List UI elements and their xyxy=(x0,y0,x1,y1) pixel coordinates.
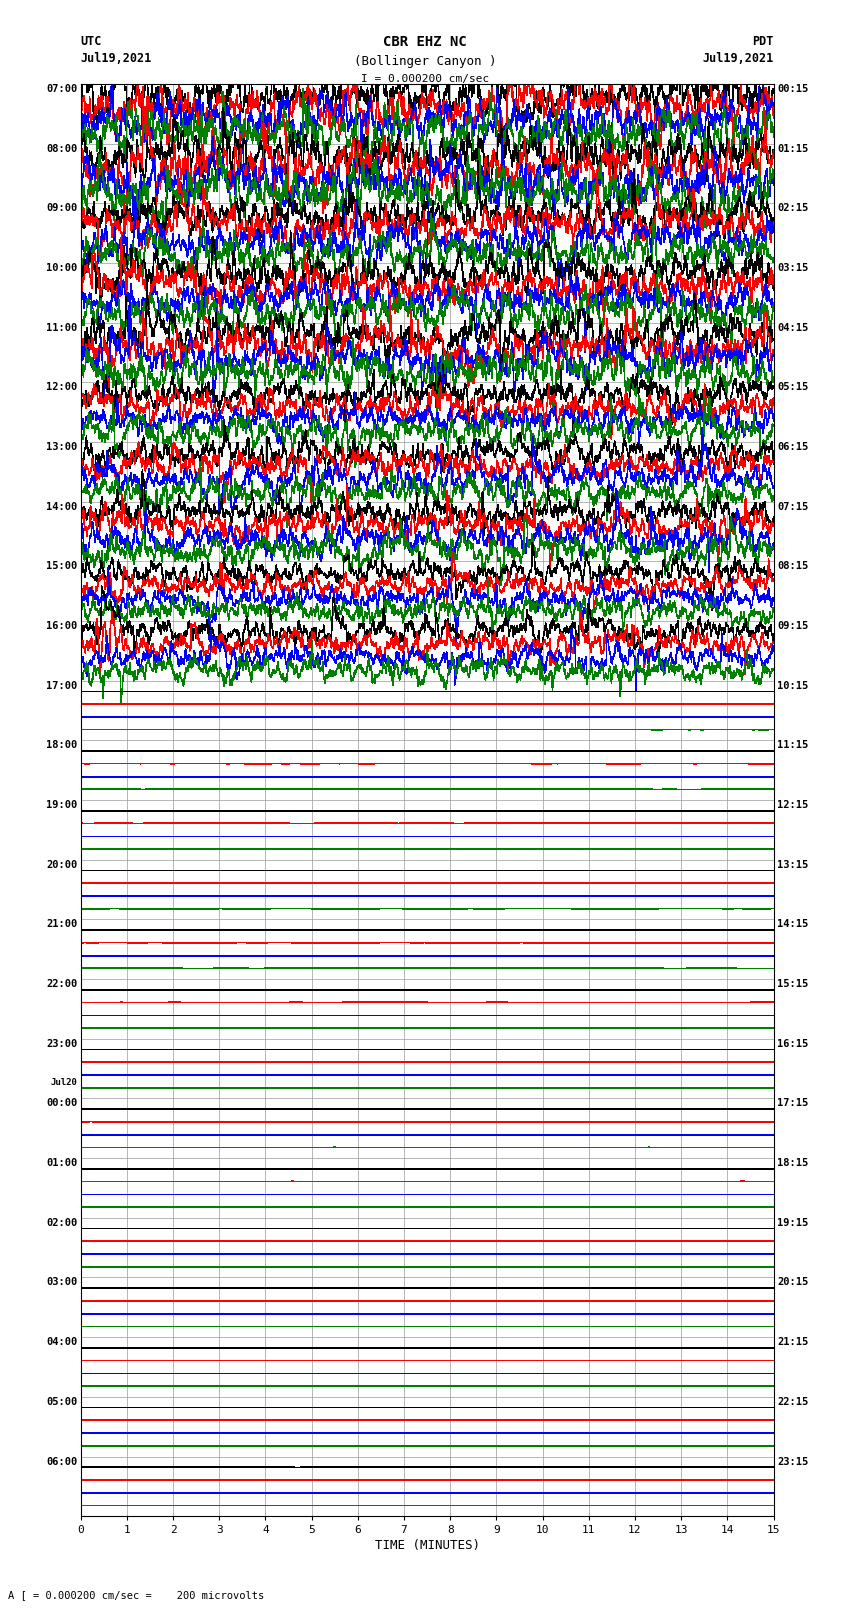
Text: 15:15: 15:15 xyxy=(777,979,808,989)
Text: 01:00: 01:00 xyxy=(46,1158,77,1168)
Text: 08:15: 08:15 xyxy=(777,561,808,571)
X-axis label: TIME (MINUTES): TIME (MINUTES) xyxy=(375,1539,479,1552)
Text: 23:15: 23:15 xyxy=(777,1457,808,1466)
Text: A [ = 0.000200 cm/sec =    200 microvolts: A [ = 0.000200 cm/sec = 200 microvolts xyxy=(8,1590,264,1600)
Text: 02:15: 02:15 xyxy=(777,203,808,213)
Text: 12:15: 12:15 xyxy=(777,800,808,810)
Text: 20:15: 20:15 xyxy=(777,1277,808,1287)
Text: 02:00: 02:00 xyxy=(46,1218,77,1227)
Text: 18:00: 18:00 xyxy=(46,740,77,750)
Text: 18:15: 18:15 xyxy=(777,1158,808,1168)
Text: 06:00: 06:00 xyxy=(46,1457,77,1466)
Text: 13:00: 13:00 xyxy=(46,442,77,452)
Text: 05:00: 05:00 xyxy=(46,1397,77,1407)
Text: 15:00: 15:00 xyxy=(46,561,77,571)
Text: 20:00: 20:00 xyxy=(46,860,77,869)
Text: 13:15: 13:15 xyxy=(777,860,808,869)
Text: PDT: PDT xyxy=(752,35,774,48)
Text: 08:00: 08:00 xyxy=(46,144,77,153)
Text: 10:15: 10:15 xyxy=(777,681,808,690)
Text: 03:00: 03:00 xyxy=(46,1277,77,1287)
Text: I = 0.000200 cm/sec: I = 0.000200 cm/sec xyxy=(361,74,489,84)
Text: 14:00: 14:00 xyxy=(46,502,77,511)
Text: 17:00: 17:00 xyxy=(46,681,77,690)
Text: 22:00: 22:00 xyxy=(46,979,77,989)
Text: 03:15: 03:15 xyxy=(777,263,808,273)
Text: 07:00: 07:00 xyxy=(46,84,77,94)
Text: 10:00: 10:00 xyxy=(46,263,77,273)
Text: 00:00: 00:00 xyxy=(46,1098,77,1108)
Text: 00:15: 00:15 xyxy=(777,84,808,94)
Text: 04:00: 04:00 xyxy=(46,1337,77,1347)
Text: Jul19,2021: Jul19,2021 xyxy=(702,52,774,65)
Text: Jul20: Jul20 xyxy=(50,1077,77,1087)
Text: 09:15: 09:15 xyxy=(777,621,808,631)
Text: 11:00: 11:00 xyxy=(46,323,77,332)
Text: 01:15: 01:15 xyxy=(777,144,808,153)
Text: 06:15: 06:15 xyxy=(777,442,808,452)
Text: 21:15: 21:15 xyxy=(777,1337,808,1347)
Text: 21:00: 21:00 xyxy=(46,919,77,929)
Text: 11:15: 11:15 xyxy=(777,740,808,750)
Text: UTC: UTC xyxy=(81,35,102,48)
Text: 23:00: 23:00 xyxy=(46,1039,77,1048)
Text: 05:15: 05:15 xyxy=(777,382,808,392)
Text: CBR EHZ NC: CBR EHZ NC xyxy=(383,35,467,50)
Text: 19:00: 19:00 xyxy=(46,800,77,810)
Text: 19:15: 19:15 xyxy=(777,1218,808,1227)
Text: 14:15: 14:15 xyxy=(777,919,808,929)
Text: (Bollinger Canyon ): (Bollinger Canyon ) xyxy=(354,55,496,68)
Text: 22:15: 22:15 xyxy=(777,1397,808,1407)
Text: 07:15: 07:15 xyxy=(777,502,808,511)
Text: 16:15: 16:15 xyxy=(777,1039,808,1048)
Text: 16:00: 16:00 xyxy=(46,621,77,631)
Text: 09:00: 09:00 xyxy=(46,203,77,213)
Text: 04:15: 04:15 xyxy=(777,323,808,332)
Text: 17:15: 17:15 xyxy=(777,1098,808,1108)
Text: 12:00: 12:00 xyxy=(46,382,77,392)
Text: Jul19,2021: Jul19,2021 xyxy=(81,52,152,65)
